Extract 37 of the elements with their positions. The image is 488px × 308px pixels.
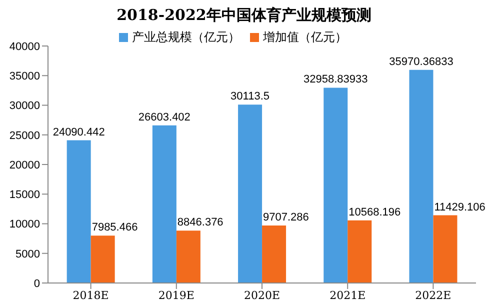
y-tick-label: 15000 [9, 189, 40, 202]
data-label: 35970.36833 [389, 56, 454, 68]
data-label: 32958.83933 [304, 74, 368, 86]
y-tick-label: 10000 [9, 218, 40, 231]
x-tick-label: 2022E [415, 288, 452, 302]
data-label: 8846.376 [177, 216, 224, 229]
data-label: 10568.196 [348, 206, 401, 218]
y-tick-label: 20000 [9, 159, 40, 172]
chart-title: 2018-2022年中国体育产业规模预测 [116, 6, 372, 25]
legend-label: 产业总规模（亿元） [132, 30, 240, 44]
bar [324, 88, 348, 283]
data-label: 11429.106 [434, 201, 486, 214]
x-tick-label: 2020E [244, 288, 280, 302]
y-tick-label: 30000 [9, 100, 40, 112]
data-label: 9707.286 [263, 211, 309, 224]
y-tick-label: 25000 [9, 130, 40, 142]
bar [176, 230, 200, 283]
data-label: 24090.442 [52, 126, 105, 138]
y-tick-label: 35000 [9, 70, 40, 83]
data-label: 26603.402 [138, 111, 190, 124]
bar [433, 215, 458, 283]
bar [90, 236, 115, 283]
y-tick-label: 5000 [16, 248, 40, 260]
data-label: 7985.466 [92, 222, 138, 234]
bar [262, 225, 286, 283]
y-tick-label: 40000 [9, 40, 40, 53]
x-tick-label: 2021E [330, 288, 366, 302]
bar [152, 125, 176, 283]
bar [66, 140, 91, 283]
x-tick-label: 2019E [158, 288, 194, 302]
bar [238, 104, 262, 283]
data-label: 30113.5 [230, 90, 270, 103]
bar [348, 220, 372, 283]
bar [409, 70, 434, 283]
legend-label: 增加值（亿元） [263, 30, 347, 44]
x-tick-label: 2018E [72, 288, 109, 302]
y-tick-label: 0 [34, 278, 40, 290]
